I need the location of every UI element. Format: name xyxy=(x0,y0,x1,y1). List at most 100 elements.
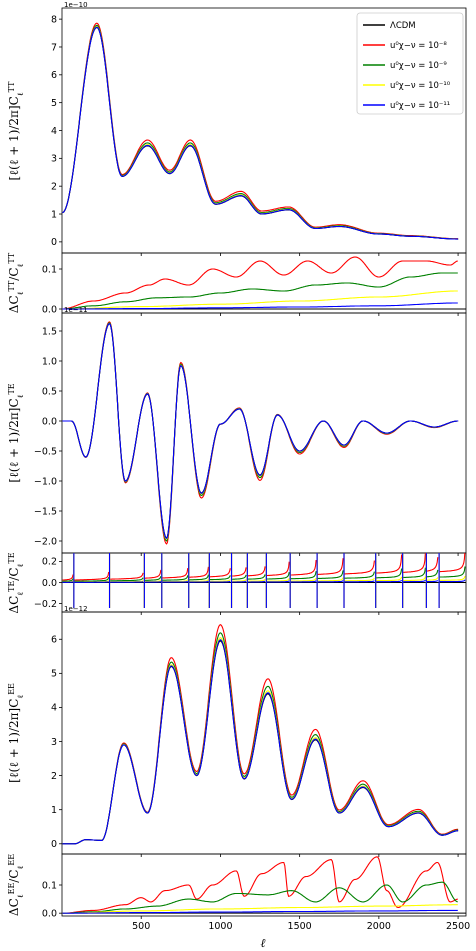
series-line-u⁰χ−ν = 10⁻⁹ xyxy=(62,632,459,845)
y-axis-label-dTE-part: /C xyxy=(7,567,21,580)
y-axis-label-TT-part: TT xyxy=(7,81,16,92)
y-tick-label: −1.5 xyxy=(34,506,57,517)
te-ratio-segment xyxy=(210,580,231,583)
te-ratio-segment xyxy=(317,570,344,580)
y-axis-label-dTE-part: ℓ xyxy=(16,563,25,567)
te-ratio-segment xyxy=(74,581,109,583)
y-axis-label-dTT-part: ΔC xyxy=(7,295,21,313)
te-ratio-segment xyxy=(344,560,375,575)
te-ratio-segment xyxy=(162,575,189,581)
te-ratio-segment xyxy=(344,571,375,579)
te-ratio-segment xyxy=(210,568,231,578)
x-tick-label: 500 xyxy=(132,921,150,932)
legend-label: ΛCDM xyxy=(390,21,416,31)
te-ratio-segment xyxy=(344,577,375,582)
y-tick-label: 0.0 xyxy=(42,304,57,315)
te-ratio-segment xyxy=(110,581,144,583)
te-ratio-segment xyxy=(248,578,266,582)
y-tick-label: 3 xyxy=(51,737,57,748)
ratio-line-u⁰χ−ν = 10⁻¹¹ xyxy=(62,909,458,914)
y-tick-label: 0.5 xyxy=(42,386,57,397)
y-axis-label-dTE-part: TE xyxy=(7,552,16,563)
panel-dEE: 0.0 0.1 xyxy=(42,853,467,919)
ratio-line-u⁰χ−ν = 10⁻⁸ xyxy=(62,256,458,310)
te-ratio-segment xyxy=(189,566,209,578)
te-ratio-segment xyxy=(403,579,426,583)
y-tick-label: 0.1 xyxy=(42,880,57,891)
y-axis-label-dEE-part: ℓ xyxy=(16,865,25,869)
y-tick-label: 1 xyxy=(51,805,57,816)
y-axis-label-EE-part: ℓ xyxy=(16,695,25,699)
te-ratio-segment xyxy=(110,572,144,580)
te-ratio-segment xyxy=(290,571,317,580)
te-ratio-segment xyxy=(189,579,209,582)
x-tick-label: 1500 xyxy=(288,921,312,932)
ratio-line-u⁰χ−ν = 10⁻⁸ xyxy=(62,856,458,914)
ratio-line-u⁰χ−ν = 10⁻¹⁰ xyxy=(62,904,458,914)
te-ratio-segment xyxy=(210,579,231,582)
te-ratio-segment xyxy=(248,580,266,583)
te-ratio-segment xyxy=(145,575,162,581)
y-tick-label: 2 xyxy=(51,771,57,782)
y-tick-label: 0.0 xyxy=(42,908,57,919)
te-ratio-segment xyxy=(248,566,266,577)
series-line-u⁰χ−ν = 10⁻¹⁰ xyxy=(62,637,459,845)
te-ratio-segment xyxy=(403,576,426,582)
te-ratio-segment xyxy=(403,567,426,578)
y-tick-label: 4 xyxy=(51,703,57,714)
te-ratio-segment xyxy=(317,580,344,583)
series-line-u⁰χ−ν = 10⁻¹¹ xyxy=(62,639,459,845)
y-axis-label-dEE-part: EE xyxy=(7,883,16,895)
te-ratio-segment xyxy=(232,580,247,583)
te-ratio-segment xyxy=(439,579,466,583)
series-line-u⁰χ−ν = 10⁻⁸ xyxy=(62,624,459,845)
te-ratio-segment xyxy=(189,580,209,583)
te-ratio-segment xyxy=(267,580,290,583)
y-axis-label-dEE-part: ΔC xyxy=(7,898,21,916)
te-ratio-segment xyxy=(317,577,344,582)
series-line-u⁰χ−ν = 10⁻⁹ xyxy=(62,322,459,542)
y-tick-label: −0.5 xyxy=(34,446,57,457)
legend-label: u⁰χ−ν = 10⁻⁸ xyxy=(390,41,447,51)
y-axis-label-dTT-part: ℓ xyxy=(16,263,25,267)
te-ratio-segment xyxy=(427,580,439,583)
y-tick-label: 7 xyxy=(51,42,57,53)
series-line-u⁰χ−ν = 10⁻¹⁰ xyxy=(62,322,459,541)
te-ratio-segment xyxy=(426,557,439,572)
te-ratio-segment xyxy=(145,580,162,583)
y-tick-label: 5 xyxy=(51,98,57,109)
series-line-ΛCDM xyxy=(62,323,459,539)
te-ratio-segment xyxy=(290,580,317,583)
te-ratio-segment xyxy=(376,579,403,583)
y-axis-label-TE-part: ℓ xyxy=(16,394,25,398)
te-ratio-segment xyxy=(162,568,189,579)
te-ratio-segment xyxy=(232,574,247,580)
ratio-line-u⁰χ−ν = 10⁻⁹ xyxy=(62,272,458,310)
x-tick-label: 1000 xyxy=(208,921,232,932)
panel-TE: −2.0 −1.5 −1.0 −0.5 0.0 0.5 1.0 1.5 1e−11 xyxy=(34,306,467,556)
y-axis-label-TT-part: ℓ xyxy=(16,92,25,96)
te-ratio-segment xyxy=(267,571,290,580)
y-axis-label-dEE-part: /C xyxy=(7,869,21,882)
y-axis-label-EE-part: [ℓ(ℓ + 1)/2π]C xyxy=(7,699,21,783)
y-axis-label-dTE-part: ℓ xyxy=(16,592,25,596)
y-tick-label: 1.5 xyxy=(42,326,57,337)
series-line-ΛCDM xyxy=(62,640,459,845)
y-axis-label-dTE: ΔCℓTE/CℓTE xyxy=(7,552,25,613)
y-axis-label-dEE-part: ℓ xyxy=(16,894,25,898)
y-axis-label-dEE: ΔCℓEE/CℓEE xyxy=(7,854,25,916)
series-line-u⁰χ−ν = 10⁻¹¹ xyxy=(62,26,459,240)
te-ratio-segment xyxy=(317,558,344,575)
y-axis-label-TE: [ℓ(ℓ + 1)/2π]CℓTE xyxy=(7,383,25,482)
y-tick-label: 0 xyxy=(51,237,57,248)
te-ratio-segment xyxy=(439,566,466,578)
offset-label: 1e−11 xyxy=(64,306,88,314)
te-ratio-segment xyxy=(439,575,466,581)
y-tick-label: −2.0 xyxy=(34,536,57,547)
te-ratio-segment xyxy=(232,579,247,582)
te-ratio-segment xyxy=(376,568,403,579)
y-tick-label: 5 xyxy=(51,669,57,680)
y-tick-label: −1.0 xyxy=(34,476,57,487)
y-axis-label-TT: [ℓ(ℓ + 1)/2π]CℓTT xyxy=(7,81,25,181)
